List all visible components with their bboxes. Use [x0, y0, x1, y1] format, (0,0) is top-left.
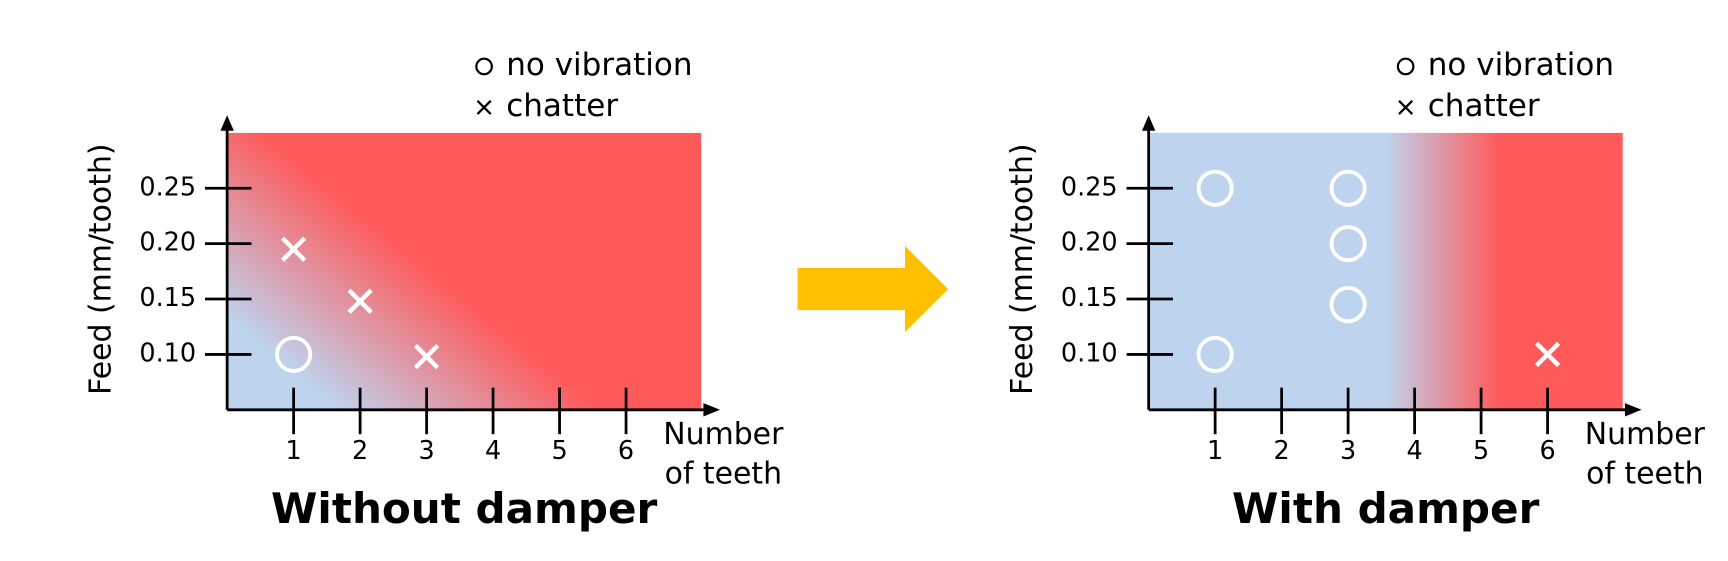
x-tick-label: 2	[1274, 436, 1290, 466]
x-tick-label: 1	[1207, 436, 1223, 466]
point	[347, 288, 373, 314]
point	[1329, 286, 1367, 324]
x-tick-label: 2	[352, 436, 368, 466]
y-axis-label: Feed (mm/tooth)	[83, 143, 118, 394]
x-axis-arrow	[1624, 403, 1642, 417]
plot-background	[1148, 132, 1623, 410]
legend-marker	[475, 57, 493, 76]
x-axis-label: of teeth	[1586, 457, 1703, 492]
y-axis-arrow	[220, 115, 234, 131]
legend-label: no vibration	[1428, 47, 1614, 83]
x-tick-label: 5	[1473, 436, 1489, 466]
point	[1534, 341, 1561, 368]
y-tick-label: 0.25	[139, 172, 196, 202]
x-axis-label: of teeth	[665, 457, 782, 492]
x-tick-label: 4	[485, 436, 501, 466]
arrow	[797, 245, 949, 333]
x-axis-arrow	[703, 403, 721, 417]
y-tick-label: 0.15	[139, 283, 196, 313]
point	[280, 236, 307, 262]
y-tick-label: 0.10	[1061, 338, 1118, 368]
plot-background	[227, 132, 702, 410]
y-tick-label: 0.25	[1061, 172, 1118, 202]
y-tick-label: 0.15	[1061, 283, 1118, 313]
legend-marker	[476, 100, 492, 115]
x-tick-label: 6	[618, 436, 634, 466]
legend-label: no vibration	[506, 47, 692, 83]
legend-marker	[1396, 57, 1415, 76]
point	[1329, 225, 1367, 263]
y-axis-label: Feed (mm/tooth)	[1005, 143, 1040, 394]
x-tick-label: 4	[1406, 436, 1422, 466]
x-tick-label: 6	[1539, 436, 1555, 466]
y-tick-label: 0.20	[1061, 228, 1118, 258]
point	[1196, 335, 1234, 373]
point	[1329, 169, 1367, 207]
x-tick-label: 3	[418, 436, 434, 466]
point	[1196, 169, 1234, 207]
legend-marker	[1398, 100, 1414, 115]
x-tick-label: 1	[286, 436, 302, 466]
x-axis-label: Number	[1585, 417, 1706, 452]
legend-label: chatter	[1428, 88, 1540, 124]
point	[275, 335, 313, 373]
legend-label: chatter	[506, 88, 618, 124]
x-tick-label: 3	[1340, 436, 1356, 466]
y-tick-label: 0.10	[139, 338, 196, 368]
chart-title: With damper	[1232, 484, 1540, 533]
x-tick-label: 5	[551, 436, 567, 466]
x-axis-label: Number	[663, 417, 784, 452]
y-axis-arrow	[1142, 115, 1156, 131]
y-tick-label: 0.20	[139, 228, 196, 258]
point	[413, 344, 440, 370]
chart-title: Without damper	[271, 484, 658, 533]
